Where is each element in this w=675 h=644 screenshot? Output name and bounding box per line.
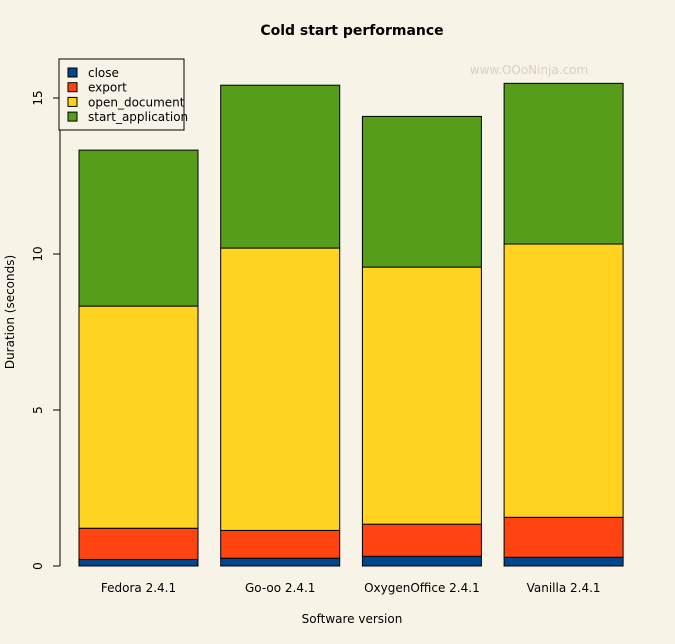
legend-label: open_document	[88, 95, 185, 109]
legend-box	[58, 58, 185, 131]
legend-label: start_application	[88, 110, 188, 124]
bar-segment-start_application	[503, 82, 624, 245]
y-tick-label: 5	[31, 406, 45, 414]
bar-segment-export	[78, 527, 199, 560]
legend: closeexportopen_documentstart_applicatio…	[58, 58, 188, 131]
y-axis: 0 5 10 15	[31, 90, 61, 570]
bar-segment-start_application	[361, 115, 482, 268]
bar-segment-close	[220, 557, 341, 567]
bar-segment-close	[503, 556, 624, 567]
bar-segment-start_application	[220, 84, 341, 249]
x-tick-label: Fedora 2.4.1	[101, 581, 176, 595]
bar-segment-export	[361, 523, 482, 557]
bar-segment-export	[503, 516, 624, 558]
legend-label: close	[88, 66, 119, 80]
x-tick-labels: Fedora 2.4.1 Go-oo 2.4.1 OxygenOffice 2.4.…	[101, 581, 601, 595]
bar-segment-close	[78, 558, 199, 567]
x-tick-label: Go-oo 2.4.1	[245, 581, 315, 595]
y-tick-label: 0	[31, 562, 45, 570]
legend-swatch-export	[67, 82, 78, 93]
y-axis-label: Duration (seconds)	[3, 255, 17, 369]
bar-segment-close	[361, 555, 482, 567]
y-tick-label: 15	[31, 90, 45, 105]
chart-title: Cold start performance	[260, 23, 443, 39]
bar-segment-open_document	[220, 247, 341, 531]
x-axis-label: Software version	[302, 612, 403, 626]
legend-swatch-open_document	[67, 96, 78, 107]
x-tick-label: Vanilla 2.4.1	[527, 581, 601, 595]
bar-segment-open_document	[503, 243, 624, 518]
legend-label: export	[88, 81, 127, 95]
bar-segment-export	[220, 529, 341, 559]
legend-swatch-start_application	[67, 111, 78, 122]
legend-swatch-close	[67, 67, 78, 78]
bar-segment-open_document	[78, 305, 199, 529]
bar-segment-open_document	[361, 266, 482, 525]
watermark: www.OOoNinja.com	[470, 63, 588, 77]
bar-segment-start_application	[78, 149, 199, 307]
bars	[78, 82, 624, 567]
y-tick-label: 10	[31, 246, 45, 261]
x-tick-label: OxygenOffice 2.4.1	[364, 581, 480, 595]
